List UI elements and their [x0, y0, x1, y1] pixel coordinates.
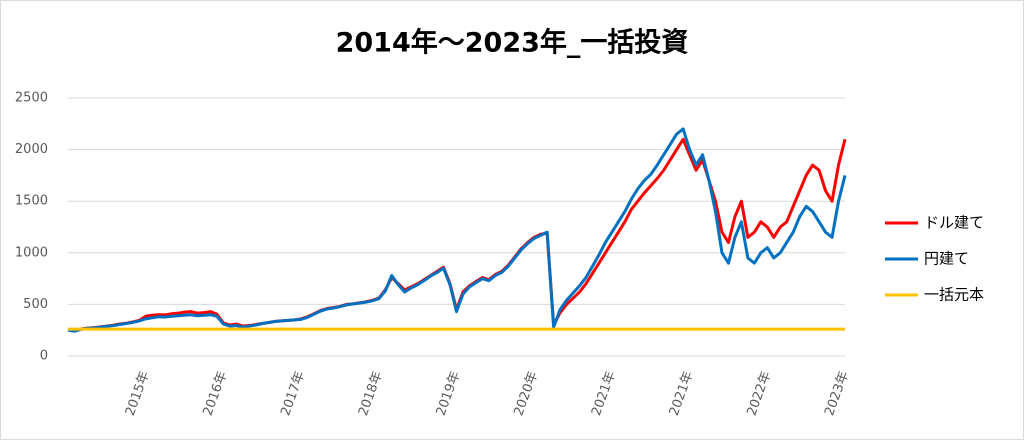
chart-title: 2014年～2023年_一括投資: [336, 27, 689, 59]
y-tick-label: 1500: [15, 194, 48, 209]
y-tick-label: 2500: [15, 91, 48, 106]
legend-label: 一括元本: [924, 286, 984, 304]
y-tick-label: 500: [23, 297, 48, 312]
y-tick-label: 0: [40, 349, 48, 364]
series-line: [67, 127, 847, 333]
legend-label: 円建て: [924, 250, 969, 268]
legend-label: ドル建て: [924, 214, 984, 232]
y-tick-label: 2000: [15, 142, 48, 157]
y-tick-label: 1000: [15, 245, 48, 260]
